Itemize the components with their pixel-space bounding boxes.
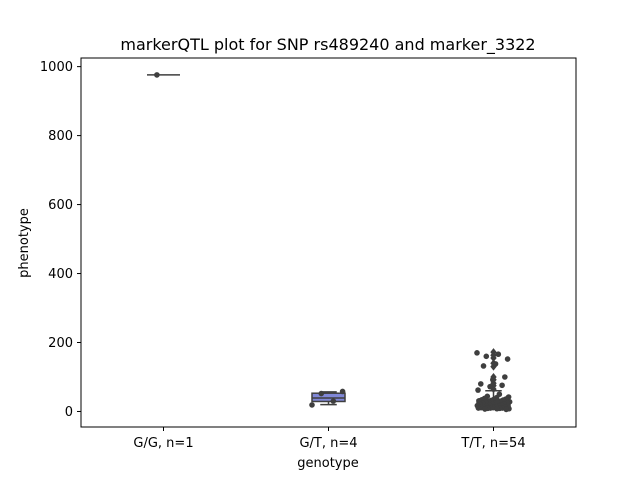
data-point (318, 390, 325, 397)
data-point (475, 405, 482, 411)
data-point (490, 376, 496, 383)
data-point (154, 72, 160, 78)
y-tick-label: 800 (48, 129, 73, 144)
data-point (503, 406, 510, 413)
data-point (499, 382, 505, 389)
y-tick-label: 200 (48, 336, 73, 351)
data-point (480, 363, 487, 369)
data-point (477, 381, 484, 387)
x-axis-label: genotype (297, 456, 358, 471)
x-tick-label: G/G, n=1 (133, 436, 193, 451)
data-point (474, 350, 480, 356)
x-tick-label: G/T, n=4 (299, 436, 357, 451)
data-point (504, 356, 511, 362)
data-point (494, 405, 500, 412)
x-tick-label: T/T, n=54 (460, 436, 525, 451)
data-point (309, 402, 315, 408)
y-tick-label: 400 (48, 267, 73, 282)
data-point (492, 361, 499, 367)
y-tick-label: 600 (48, 198, 73, 213)
y-tick-label: 0 (65, 405, 73, 420)
data-point (483, 353, 490, 360)
data-point (502, 374, 508, 380)
data-point (482, 406, 488, 412)
data-point (475, 387, 481, 393)
chart-title: markerQTL plot for SNP rs489240 and mark… (120, 35, 535, 55)
y-axis-label: phenotype (17, 208, 32, 278)
y-tick-label: 1000 (40, 60, 73, 75)
data-point (330, 398, 337, 404)
data-point (339, 388, 346, 395)
data-point (487, 383, 493, 390)
outlier-point (490, 348, 497, 357)
data-point (495, 351, 502, 358)
